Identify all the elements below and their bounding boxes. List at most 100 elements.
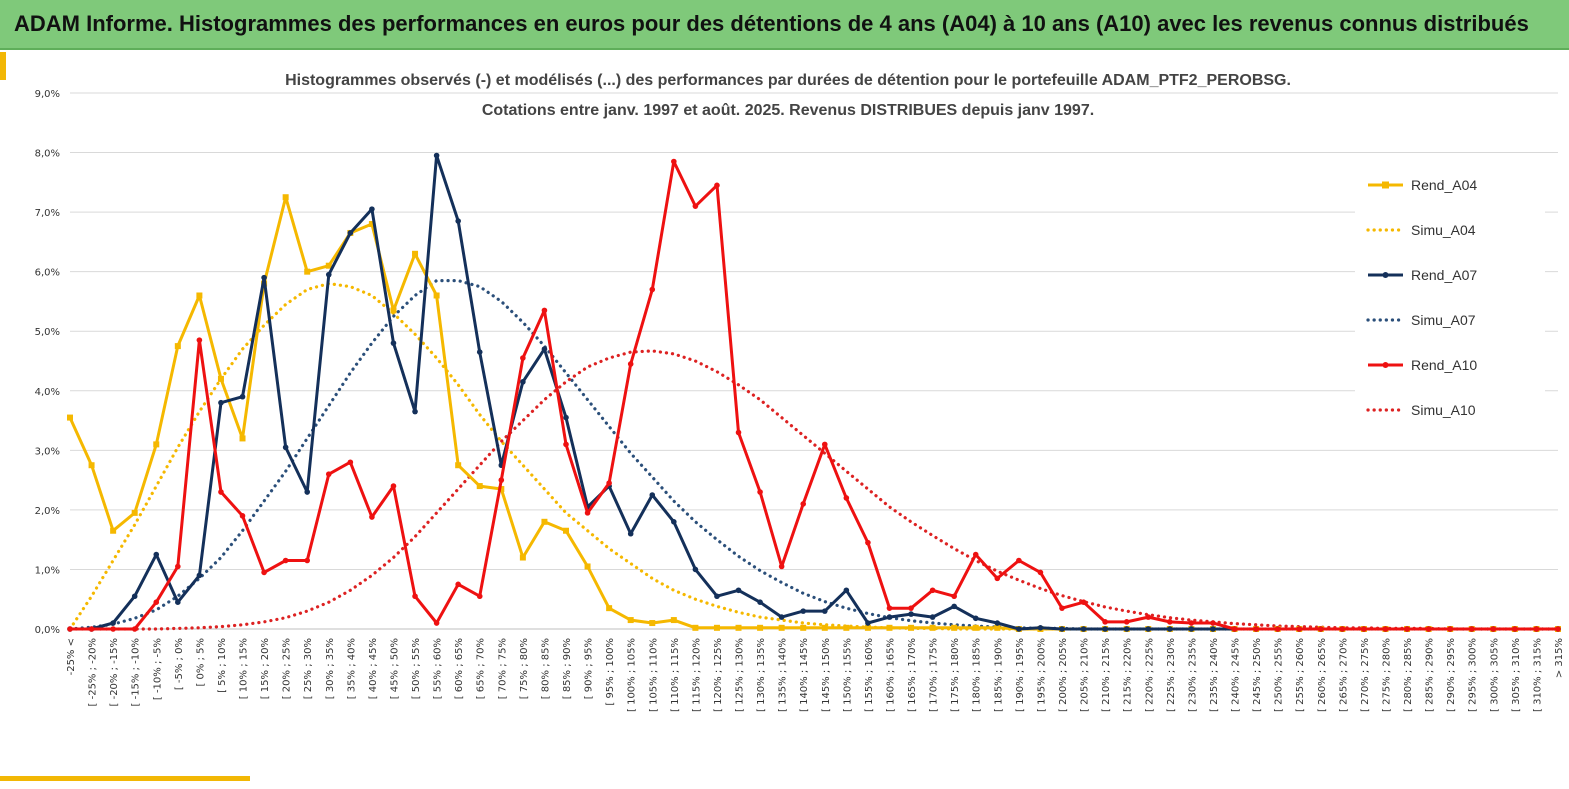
data-point [153, 551, 160, 558]
data-point [713, 624, 720, 631]
x-tick-label: [ 150% ; 155% [842, 638, 853, 712]
y-tick-label: 0,0% [35, 625, 60, 636]
data-point [929, 587, 936, 594]
data-point [218, 489, 224, 495]
data-point [843, 495, 850, 501]
data-point [735, 624, 742, 631]
data-point [1468, 626, 1475, 632]
data-point [563, 441, 569, 448]
x-tick-label: [ 55% ; 60% [433, 638, 444, 699]
x-tick-label: [ 305% ; 310% [1511, 638, 1522, 712]
x-tick-label: [ 225% ; 230% [1166, 638, 1177, 712]
y-tick-label: 4,0% [35, 387, 60, 398]
data-point [1210, 626, 1216, 632]
data-point [627, 617, 634, 624]
data-point [671, 158, 677, 165]
data-point [196, 572, 203, 579]
data-point [1512, 626, 1518, 632]
data-point [649, 492, 656, 498]
data-point [368, 221, 375, 228]
series-rend-a10 [70, 160, 1558, 631]
data-point [1210, 620, 1216, 626]
x-tick-label: > 315% [1554, 638, 1565, 678]
data-point [1425, 626, 1432, 632]
x-tick-label: [ 290% ; 295% [1446, 638, 1457, 712]
x-tick-label: [ -10% ; -5% [152, 638, 163, 700]
y-tick-label: 3,0% [35, 446, 60, 457]
data-point [1102, 619, 1108, 625]
data-point [778, 563, 785, 570]
data-point [1016, 557, 1022, 564]
data-point [1404, 626, 1410, 632]
data-point [304, 557, 311, 564]
data-point [476, 349, 483, 355]
x-tick-label: [ 205% ; 210% [1080, 638, 1091, 712]
data-point [1145, 626, 1152, 632]
x-tick-label: [ 310% ; 315% [1532, 638, 1543, 712]
data-point [412, 250, 419, 257]
page-title: ADAM Informe. Histogrammes des performan… [14, 11, 1529, 36]
data-point [972, 615, 979, 622]
y-tick-label: 5,0% [35, 327, 60, 338]
legend-box [1355, 160, 1545, 430]
data-point [282, 444, 289, 451]
x-axis-ticks: -25% < [ -25% ; -20% [ -20% ; -15% [ -15% ;… [66, 638, 1565, 712]
data-point [1382, 626, 1389, 632]
data-point [735, 429, 742, 436]
data-point [1253, 626, 1259, 632]
accent-left-bar [0, 52, 6, 80]
data-point [131, 509, 138, 516]
data-point [304, 268, 311, 275]
data-point [1080, 626, 1087, 632]
x-tick-label: [ 125% ; 130% [735, 638, 746, 712]
data-point [476, 483, 483, 490]
x-tick-label: [ 120% ; 125% [713, 638, 724, 712]
data-point [821, 441, 828, 448]
data-point [110, 626, 116, 632]
data-point [196, 292, 203, 299]
chart-title-line-2: Cotations entre janv. 1997 et août. 2025… [482, 102, 1094, 119]
x-tick-label: [ 115% ; 120% [691, 638, 702, 712]
legend-label: Simu_A10 [1411, 402, 1476, 418]
data-point [282, 194, 289, 201]
x-tick-label: [ 230% ; 235% [1187, 638, 1198, 712]
x-tick-label: [ 5% ; 10% [217, 638, 228, 693]
x-tick-label: [ 15% ; 20% [260, 638, 271, 699]
series-simu-a10 [68, 349, 1560, 631]
data-point [196, 337, 203, 343]
data-point [1533, 626, 1540, 632]
data-point [757, 599, 763, 605]
x-tick-label: [ 65% ; 70% [476, 638, 487, 699]
legend-marker [1382, 181, 1389, 189]
x-tick-label: [ 235% ; 240% [1209, 638, 1220, 712]
data-point [649, 620, 656, 627]
x-tick-label: [ 50% ; 55% [411, 638, 422, 699]
data-point [864, 624, 871, 631]
data-point [563, 527, 569, 534]
x-tick-label: [ 85% ; 90% [562, 638, 573, 699]
x-tick-label: [ 70% ; 75% [497, 638, 508, 699]
data-point [433, 620, 440, 626]
data-point [757, 624, 764, 631]
data-point [110, 527, 117, 534]
data-point [778, 614, 785, 620]
x-tick-label: [ 215% ; 220% [1123, 638, 1134, 712]
y-tick-label: 8,0% [35, 149, 60, 160]
data-point [239, 393, 246, 400]
data-point [627, 361, 634, 367]
x-tick-label: [ 130% ; 135% [756, 638, 767, 712]
data-point [541, 518, 548, 525]
data-point [865, 620, 871, 626]
data-point [951, 624, 958, 631]
data-point [433, 292, 440, 299]
data-point [1231, 626, 1238, 632]
data-point [347, 459, 354, 466]
x-tick-label: [ 60% ; 65% [454, 638, 465, 699]
legend-label: Simu_A07 [1411, 312, 1476, 328]
data-point [886, 605, 893, 611]
histogram-line-chart: Histogrammes observés (-) et modélisés (… [35, 72, 1565, 712]
data-point [1167, 619, 1173, 625]
data-point [1188, 620, 1195, 626]
data-point [325, 262, 332, 269]
legend: Rend_A04 Simu_A04 Rend_A07 Simu_A07 Rend_A10… [1355, 160, 1545, 430]
